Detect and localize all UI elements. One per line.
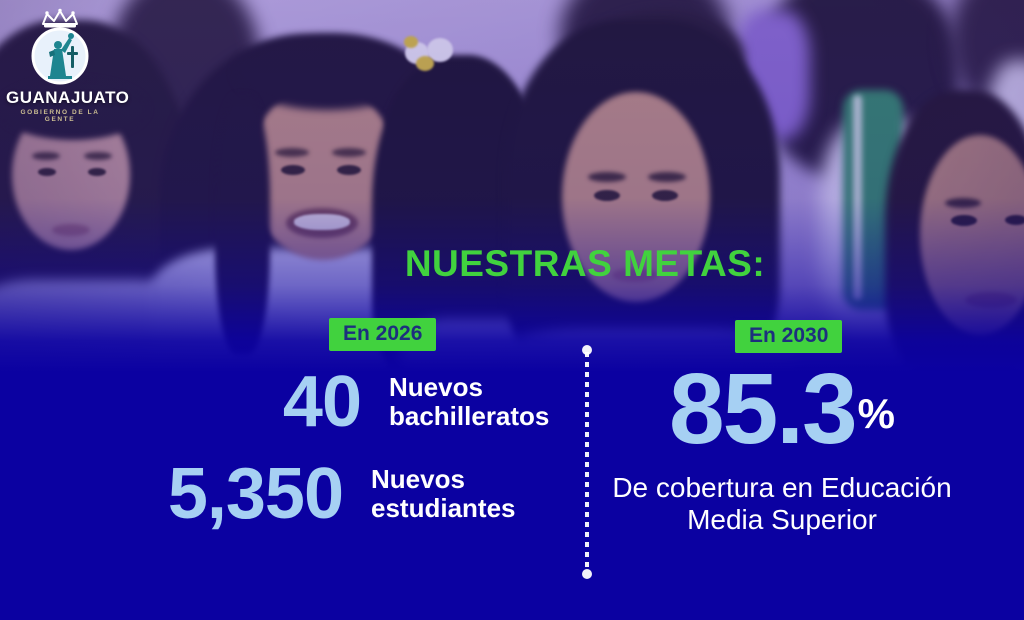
stat-label: Nuevos bachilleratos (389, 372, 550, 431)
year-badge-2030: En 2030 (735, 320, 843, 353)
percent-sign: % (857, 390, 895, 437)
stat-value: 5,350 (167, 454, 344, 534)
stat-label: De cobertura en Educación Media Superior (612, 472, 952, 536)
stat-new-students: 5,350 Nuevos estudiantes (100, 458, 591, 530)
slide-title: NUESTRAS METAS: (404, 243, 766, 284)
logo-name: GUANAJUATO (6, 88, 130, 107)
stat-coverage: 85.3 % (612, 353, 952, 465)
dotted-divider (582, 345, 592, 579)
pipila-statue-icon (48, 33, 78, 79)
guanajuato-logo: GUANAJUATO GOBIERNO DE LA GENTE (6, 8, 130, 123)
stat-value: 85.3 (669, 353, 858, 465)
guanajuato-emblem-icon (31, 8, 89, 85)
year-badge-2026: En 2026 (329, 318, 437, 351)
logo-tagline: GOBIERNO DE LA GENTE (20, 109, 100, 123)
stat-label: Nuevos estudiantes (371, 464, 516, 523)
crown-icon (42, 10, 78, 25)
stat-new-bachilleratos: 40 Nuevos bachilleratos (118, 366, 609, 438)
stat-value: 40 (282, 362, 362, 442)
